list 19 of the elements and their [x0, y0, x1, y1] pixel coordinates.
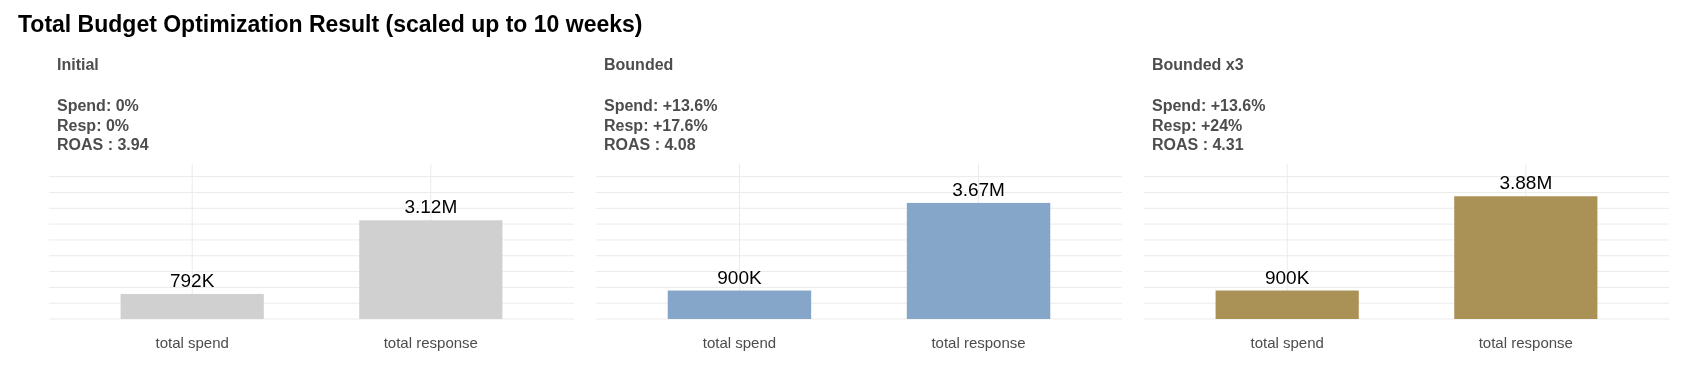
data-label: 3.67M	[952, 178, 1005, 200]
data-label: 900K	[717, 266, 762, 288]
text: Total Budget Optimization Result (scaled up to 10 weeks)	[18, 11, 643, 37]
data-label: 792K	[169, 269, 215, 291]
chart-subtitle: Spend: +13.6% Resp: +17.6% ROAS : 4.08	[604, 97, 718, 153]
x-tick-label: total response	[383, 334, 478, 351]
data-label: 3.88M	[1499, 172, 1553, 194]
x-tick-label: total response	[1478, 334, 1573, 351]
chart-title: Initial	[57, 56, 99, 73]
x-tick-label: total spend	[702, 334, 777, 351]
chart-subtitle: Spend: +13.6% Resp: +24% ROAS : 4.31	[1152, 97, 1266, 153]
x-tick-label: total spend	[1250, 334, 1324, 351]
chart-subtitle: Spend: 0% Resp: 0% ROAS : 3.94	[57, 97, 149, 153]
x-tick-label: total response	[931, 334, 1026, 351]
chart-title: Bounded x3	[1152, 56, 1244, 73]
x-tick-label: total spend	[155, 334, 229, 351]
data-label: 3.12M	[404, 196, 458, 218]
data-label: 900K	[1264, 266, 1310, 288]
chart-title: Bounded	[604, 56, 674, 73]
